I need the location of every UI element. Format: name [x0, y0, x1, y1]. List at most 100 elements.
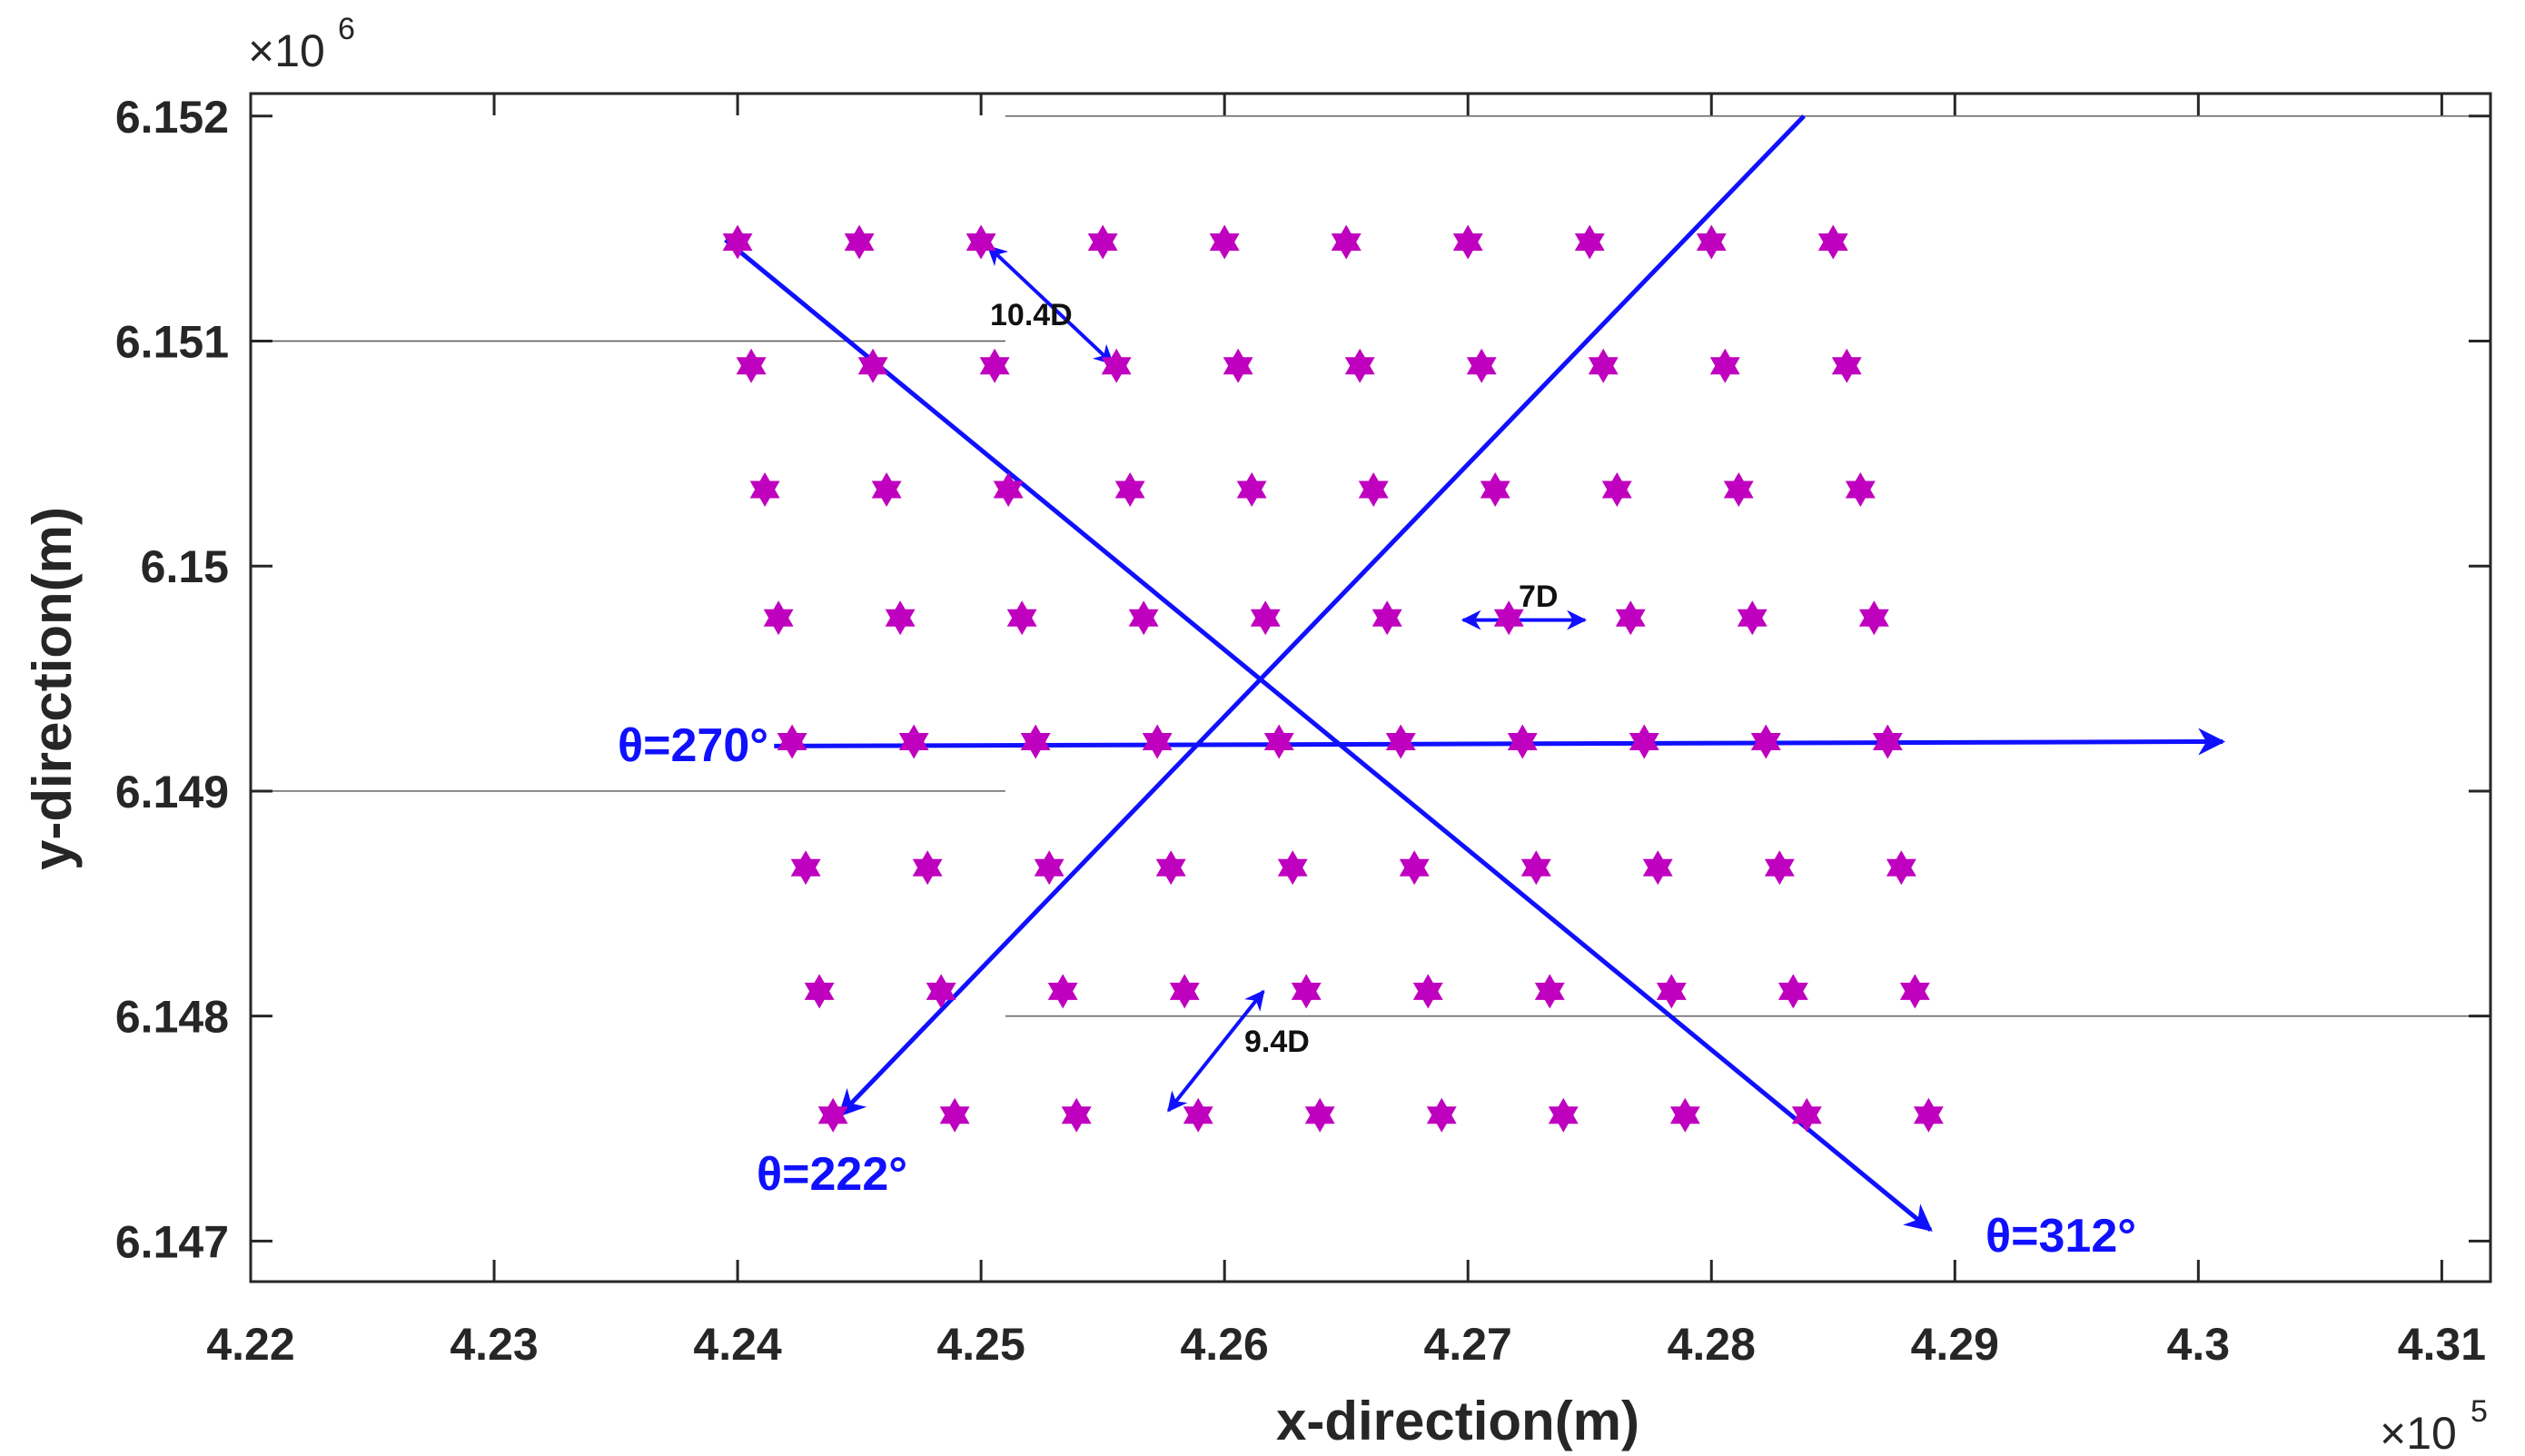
y-tick-label: 6.149 — [115, 767, 229, 817]
turbine-marker-down — [1669, 1106, 1700, 1133]
turbine-marker-down — [1886, 858, 1916, 886]
turbine-marker — [1142, 724, 1173, 759]
turbine-marker-down — [1101, 357, 1132, 383]
turbine-marker-down — [1399, 858, 1430, 886]
turbine-marker — [1371, 600, 1402, 636]
spacing-label: 10.4D — [990, 298, 1073, 332]
turbine-marker-down — [1277, 858, 1308, 886]
turbine-marker-down — [1263, 733, 1294, 759]
wind-direction-arrow — [774, 728, 2226, 756]
turbine-marker — [790, 850, 821, 886]
spacing-label: 9.4D — [1244, 1025, 1310, 1059]
turbine-marker — [1034, 850, 1064, 886]
turbine-marker-down — [1574, 233, 1605, 260]
turbine-marker — [1183, 1097, 1213, 1133]
turbine-marker — [1629, 724, 1659, 759]
turbine-marker — [1696, 224, 1727, 260]
turbine-marker — [1480, 472, 1510, 507]
turbine-marker-down — [1304, 1106, 1335, 1133]
turbine-marker — [1209, 224, 1240, 260]
turbine-marker-down — [1426, 1106, 1457, 1133]
turbine-marker — [1047, 974, 1078, 1009]
turbine-marker — [722, 224, 753, 260]
turbine-marker — [736, 348, 767, 383]
turbine-marker-down — [1723, 480, 1754, 507]
y-tick-label: 6.152 — [115, 92, 229, 143]
wind-direction-arrow — [724, 238, 1933, 1232]
turbine-marker-down — [844, 233, 875, 260]
turbine-marker — [1358, 472, 1389, 507]
turbine-marker-down — [1696, 233, 1727, 260]
turbine-marker — [926, 974, 956, 1009]
turbine-marker-down — [1358, 480, 1389, 507]
turbine-marker — [1534, 974, 1565, 1009]
turbine-marker — [1709, 348, 1740, 383]
y-axis-exponent: ×10 6 — [248, 12, 355, 76]
turbine-marker-down — [817, 1106, 848, 1133]
turbine-marker-down — [1155, 858, 1186, 886]
wind-direction-arrow — [837, 114, 1806, 1117]
turbine-marker — [939, 1097, 970, 1133]
turbine-marker-down — [912, 858, 943, 886]
turbine-marker — [912, 850, 943, 886]
turbine-marker-down — [736, 357, 767, 383]
y-tick-label: 6.15 — [141, 541, 229, 592]
turbine-marker — [1777, 974, 1808, 1009]
wind-direction-label: θ=270° — [618, 719, 768, 772]
turbine-marker — [1656, 974, 1687, 1009]
turbine-marker — [763, 600, 794, 636]
turbine-marker-down — [926, 982, 956, 1009]
turbine-marker — [1764, 850, 1795, 886]
turbine-marker-down — [1209, 233, 1240, 260]
turbine-marker — [1913, 1097, 1944, 1133]
turbine-marker-down — [1223, 357, 1253, 383]
turbine-marker-down — [1466, 357, 1497, 383]
turbine-marker-down — [722, 233, 753, 260]
turbine-marker-down — [1656, 982, 1687, 1009]
turbine-marker-down — [777, 733, 807, 759]
turbine-marker — [1155, 850, 1186, 886]
turbine-marker — [1817, 224, 1848, 260]
turbine-marker-down — [1507, 733, 1538, 759]
turbine-marker — [1277, 850, 1308, 886]
turbine-marker-down — [1899, 982, 1930, 1009]
turbine-marker-down — [1764, 858, 1795, 886]
x-tick-label: 4.22 — [206, 1319, 294, 1370]
turbine-marker-down — [1452, 233, 1483, 260]
turbine-marker-down — [749, 480, 780, 507]
turbine-marker — [804, 974, 835, 1009]
turbine-marker — [979, 348, 1010, 383]
turbine-marker-down — [979, 357, 1010, 383]
y-exponent-base: ×10 — [248, 25, 325, 76]
turbine-marker-down — [1006, 609, 1037, 636]
turbine-marker-down — [763, 609, 794, 636]
turbine-markers — [722, 224, 1944, 1133]
turbine-marker — [1548, 1097, 1579, 1133]
turbine-marker — [885, 600, 916, 636]
turbine-marker-down — [939, 1106, 970, 1133]
turbine-marker-down — [1385, 733, 1416, 759]
turbine-marker-down — [1831, 357, 1862, 383]
turbine-marker — [1250, 600, 1281, 636]
turbine-marker — [1615, 600, 1646, 636]
turbine-marker-down — [1493, 609, 1524, 636]
turbine-marker — [1061, 1097, 1092, 1133]
turbine-marker — [1291, 974, 1322, 1009]
turbine-marker-down — [1250, 609, 1281, 636]
turbine-marker — [1737, 600, 1768, 636]
turbine-marker — [749, 472, 780, 507]
turbine-marker-down — [1588, 357, 1619, 383]
x-tick-label: 4.31 — [2398, 1319, 2486, 1370]
turbine-marker — [1114, 472, 1145, 507]
turbine-marker — [1101, 348, 1132, 383]
turbine-marker-down — [1615, 609, 1646, 636]
turbine-marker-down — [857, 357, 888, 383]
x-axis-label: x-direction(m) — [1276, 1391, 1639, 1451]
turbine-marker — [1412, 974, 1443, 1009]
spacing-annotations: 10.4D 7D 9.4D — [986, 244, 1588, 1113]
turbine-marker — [1331, 224, 1362, 260]
turbine-marker — [1304, 1097, 1335, 1133]
turbine-marker-down — [1858, 609, 1889, 636]
turbine-marker-down — [1817, 233, 1848, 260]
turbine-marker — [1831, 348, 1862, 383]
